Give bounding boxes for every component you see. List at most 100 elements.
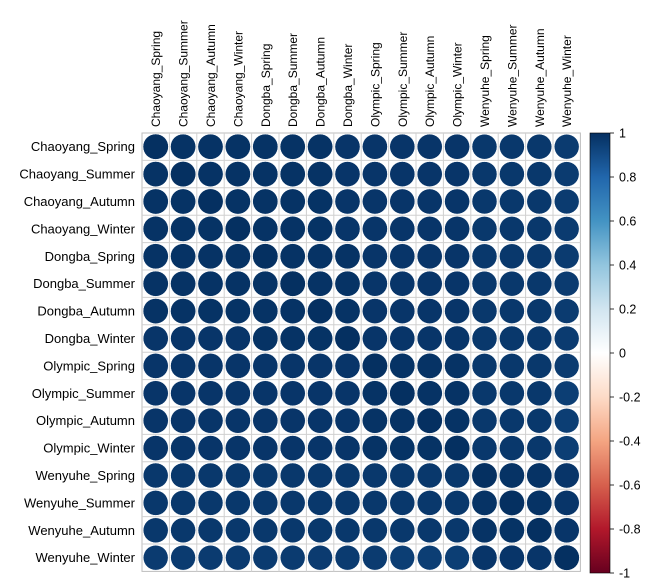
correlation-circle bbox=[334, 161, 361, 187]
correlation-circle bbox=[499, 353, 525, 379]
correlation-circle bbox=[142, 216, 169, 242]
correlation-circle bbox=[362, 270, 388, 297]
correlation-circle bbox=[334, 380, 361, 407]
correlation-circle bbox=[554, 161, 580, 187]
correlation-circle bbox=[334, 435, 361, 461]
correlation-circle bbox=[416, 188, 443, 215]
correlation-circle bbox=[362, 133, 388, 160]
correlation-circle bbox=[334, 490, 361, 516]
correlation-circle bbox=[471, 435, 498, 461]
correlation-circle bbox=[142, 325, 169, 352]
correlation-circle bbox=[225, 517, 251, 544]
correlation-circle bbox=[334, 545, 361, 571]
correlation-circle bbox=[170, 188, 196, 215]
correlation-circle bbox=[554, 380, 580, 406]
correlation-circle bbox=[307, 353, 333, 379]
correlation-circle bbox=[526, 544, 553, 571]
correlation-circle bbox=[279, 216, 306, 242]
correlation-circle bbox=[252, 133, 279, 160]
correlation-circle bbox=[307, 545, 333, 571]
correlation-circle bbox=[307, 435, 333, 461]
column-label: Wenyuhe_Autumn bbox=[533, 28, 547, 127]
column-label: Olympic_Winter bbox=[451, 42, 465, 127]
correlation-circle bbox=[526, 435, 553, 461]
correlation-circle bbox=[389, 545, 415, 571]
correlation-circle bbox=[225, 353, 251, 379]
column-label: Wenyuhe_Winter bbox=[560, 35, 574, 127]
correlation-circle bbox=[389, 133, 416, 160]
correlation-circle bbox=[526, 490, 553, 516]
correlation-circle bbox=[471, 517, 498, 544]
correlation-circle bbox=[444, 462, 470, 489]
correlation-circle bbox=[444, 298, 470, 324]
correlation-circle bbox=[334, 462, 361, 489]
correlation-circle bbox=[142, 407, 169, 434]
correlation-circle bbox=[142, 380, 169, 407]
correlation-circle bbox=[444, 380, 470, 407]
correlation-circle bbox=[170, 490, 196, 516]
column-label: Chaoyang_Summer bbox=[177, 20, 191, 127]
correlation-circle bbox=[197, 407, 224, 434]
correlation-circle bbox=[416, 325, 443, 352]
correlation-circle bbox=[554, 188, 580, 215]
correlation-circle bbox=[444, 188, 470, 215]
correlation-circle bbox=[554, 353, 580, 379]
correlation-circle bbox=[471, 462, 498, 489]
correlation-circle bbox=[526, 325, 553, 352]
correlation-circle bbox=[170, 353, 196, 379]
correlation-circle bbox=[197, 161, 224, 187]
correlation-circle bbox=[554, 216, 580, 242]
correlation-circle bbox=[197, 380, 224, 407]
correlation-circle bbox=[362, 188, 388, 215]
correlation-circle bbox=[526, 380, 553, 407]
correlation-circle bbox=[499, 270, 525, 297]
correlation-circle bbox=[416, 435, 443, 461]
column-label: Wenyuhe_Spring bbox=[478, 35, 492, 127]
correlation-circle bbox=[444, 325, 470, 352]
correlation-circle bbox=[362, 517, 388, 544]
correlation-circle bbox=[471, 353, 498, 379]
correlation-circle bbox=[197, 325, 224, 352]
correlation-circle bbox=[197, 243, 224, 270]
color-bar-tick-label: 0.8 bbox=[619, 171, 636, 185]
correlation-circle bbox=[279, 517, 306, 544]
correlation-circle bbox=[362, 407, 388, 434]
correlation-circle bbox=[416, 353, 443, 379]
correlation-circle bbox=[225, 490, 251, 516]
column-label: Chaoyang_Winter bbox=[231, 31, 245, 127]
correlation-circle bbox=[389, 407, 416, 434]
correlation-circle bbox=[499, 133, 525, 160]
correlation-circle bbox=[307, 462, 333, 489]
correlation-circle bbox=[225, 161, 251, 187]
correlation-circle bbox=[334, 133, 361, 160]
correlation-circle bbox=[389, 325, 416, 352]
correlation-circle bbox=[252, 462, 279, 489]
correlation-circles bbox=[142, 133, 580, 571]
correlation-circle bbox=[389, 298, 416, 324]
row-labels: Chaoyang_Spring Chaoyang_Summer Chaoyang_A… bbox=[19, 139, 135, 565]
correlation-circle bbox=[279, 325, 306, 352]
correlation-circle bbox=[307, 298, 334, 325]
correlation-circle bbox=[197, 490, 224, 516]
correlation-circle bbox=[170, 517, 196, 544]
correlation-circle bbox=[279, 353, 306, 379]
correlation-circle bbox=[362, 216, 388, 242]
correlation-circle bbox=[444, 216, 470, 242]
correlation-circle bbox=[279, 270, 306, 297]
correlation-circle bbox=[471, 133, 498, 160]
correlation-circle bbox=[471, 161, 498, 187]
correlation-circle bbox=[416, 216, 443, 242]
correlation-circle bbox=[307, 133, 333, 160]
correlation-circle bbox=[526, 216, 553, 242]
correlation-circle bbox=[279, 380, 306, 407]
correlation-circle bbox=[307, 161, 333, 187]
correlation-circle bbox=[526, 353, 553, 379]
correlation-circle bbox=[554, 408, 580, 434]
correlation-circle bbox=[170, 216, 196, 242]
correlation-circle bbox=[471, 544, 498, 571]
correlation-circle bbox=[389, 161, 416, 187]
column-label: Dongba_Autumn bbox=[314, 37, 328, 127]
correlation-circle bbox=[361, 352, 388, 379]
correlation-circle bbox=[252, 517, 279, 544]
correlation-circle bbox=[225, 188, 251, 215]
